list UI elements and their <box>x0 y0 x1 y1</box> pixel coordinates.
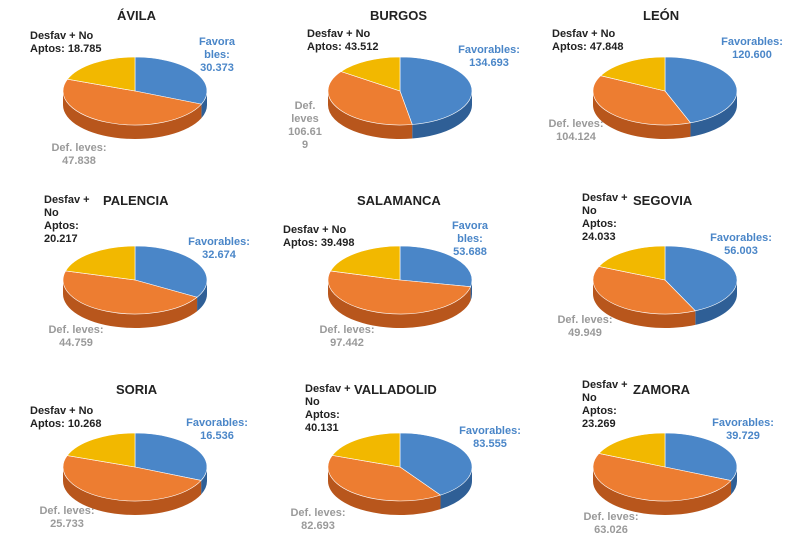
pie-slice-def-leves <box>62 78 202 126</box>
label-favorables: Favorables: 134.693 <box>458 44 520 69</box>
pie-slice-favorables <box>664 245 738 312</box>
pie-side-def-leves <box>328 91 413 139</box>
chart-title: PALENCIA <box>103 193 169 208</box>
pie-chart <box>592 56 738 139</box>
pie-slice-favorables <box>134 245 208 298</box>
pie-slice-favorables <box>664 56 738 124</box>
chart-title: LEÓN <box>643 8 680 23</box>
pie-slice-def-leves <box>592 266 696 315</box>
pie-side-favorables <box>197 280 207 312</box>
panel-soria: SORIA Desfav + No Aptos: 10.268 Favorabl… <box>0 375 262 555</box>
pie-side-def-leves <box>328 280 471 328</box>
label-desfav: Desfav + No Aptos: 39.498 <box>283 224 355 249</box>
pie-chart <box>62 56 208 139</box>
pie-slice-def-leves <box>592 75 692 126</box>
label-favorables: Favorables: 56.003 <box>710 232 772 257</box>
label-def-leves: Def. leves: 47.838 <box>51 142 107 167</box>
label-def-leves: Def. leves: 82.693 <box>290 507 346 532</box>
panel-burgos: BURGOS Desfav + No Aptos: 43.512 Favorab… <box>265 0 527 180</box>
pie-slice-def-leves <box>62 270 198 315</box>
label-def-leves: Def. leves: 25.733 <box>39 505 95 530</box>
pie-chart <box>592 432 738 515</box>
pie-side-favorables <box>440 467 472 510</box>
pie-side-def-leves <box>593 91 691 139</box>
panel-zamora: ZAMORA Desfav + No Aptos: 23.269 Favorab… <box>530 375 792 555</box>
pie-slice-favorables <box>399 245 473 288</box>
pie-slice-def-leves <box>327 270 472 315</box>
label-desfav: Desfav + No Aptos: 40.131 <box>305 383 351 434</box>
chart-title: VALLADOLID <box>354 382 437 397</box>
label-favorables: Favorables: 32.674 <box>188 236 250 261</box>
pie-slice-def-leves <box>62 455 202 502</box>
pie-chart <box>327 245 473 328</box>
label-def-leves: Def. leves: 63.026 <box>583 511 639 536</box>
chart-title: ÁVILA <box>117 8 156 23</box>
label-def-leves: Def. leves: 104.124 <box>548 118 604 143</box>
pie-slice-favorables <box>134 56 208 105</box>
label-def-leves: Def. leves: 49.949 <box>557 314 613 339</box>
pie-slice-def-leves <box>327 455 442 502</box>
pie-side-favorables <box>695 280 737 325</box>
label-desfav: Desfav + No Aptos: 24.033 <box>582 192 628 243</box>
pie-slice-favorables <box>664 432 738 481</box>
pie-slice-favorables <box>399 432 473 496</box>
pie-chart <box>327 56 473 139</box>
pie-slice-def-leves <box>327 71 413 126</box>
panel-palencia: PALENCIA Desfav + No Aptos: 20.217 Favor… <box>0 188 262 368</box>
pie-side-def-leves <box>62 280 198 328</box>
pie-slice-desfav-no-aptos <box>331 432 401 468</box>
chart-title: BURGOS <box>370 8 428 23</box>
pie-slice-desfav-no-aptos <box>66 432 136 468</box>
pie-side-def-leves <box>593 467 732 515</box>
chart-title: SALAMANCA <box>357 193 441 208</box>
pie-slice-favorables <box>399 56 473 125</box>
pie-slice-favorables <box>134 432 208 481</box>
panel-leon: LEÓN Desfav + No Aptos: 47.848 Favorable… <box>530 0 792 180</box>
label-desfav: Desfav + No Aptos: 10.268 <box>30 405 102 430</box>
pie-side-def-leves <box>593 280 696 328</box>
pie-side-def-leves <box>328 467 441 515</box>
pie-side-def-leves <box>63 467 202 515</box>
pie-slice-desfav-no-aptos <box>340 56 401 92</box>
pie-slice-desfav-no-aptos <box>598 432 666 468</box>
label-favorables: Favorables: 83.555 <box>459 425 521 450</box>
pie-side-favorables <box>690 91 737 137</box>
pie-chart <box>592 245 738 328</box>
panel-salamanca: SALAMANCA Desfav + No Aptos: 39.498 Favo… <box>265 188 527 368</box>
pie-slice-desfav-no-aptos <box>66 56 136 92</box>
pie-chart <box>327 432 473 515</box>
label-def-leves: Def. leves: 44.759 <box>48 324 104 349</box>
pie-side-favorables <box>470 280 472 301</box>
label-desfav: Desfav + No Aptos: 47.848 <box>552 28 624 53</box>
pie-slice-def-leves <box>592 453 732 502</box>
chart-title: SEGOVIA <box>633 193 693 208</box>
label-desfav: Desfav + No Aptos: 20.217 <box>44 194 90 245</box>
label-favorables: Favora bles: 30.373 <box>198 36 236 74</box>
panel-valladolid: VALLADOLID Desfav + No Aptos: 40.131 Fav… <box>265 375 527 555</box>
pie-side-favorables <box>412 91 472 139</box>
panel-segovia: SEGOVIA Desfav + No Aptos: 24.033 Favora… <box>530 188 792 368</box>
pie-slice-desfav-no-aptos <box>65 245 136 281</box>
panel-avila: ÁVILA Desfav + No Aptos: 18.785 Favora b… <box>0 0 262 180</box>
label-def-leves: Def. leves: 97.442 <box>319 324 375 349</box>
pie-chart <box>62 245 208 328</box>
label-desfav: Desfav + No Aptos: 18.785 <box>30 30 102 55</box>
chart-title: SORIA <box>116 382 158 397</box>
label-favorables: Favorables: 16.536 <box>186 417 248 442</box>
label-desfav: Desfav + No Aptos: 43.512 <box>307 28 379 53</box>
label-def-leves: Def. leves 106.61 9 <box>288 100 322 151</box>
label-desfav: Desfav + No Aptos: 23.269 <box>582 379 628 430</box>
label-favorables: Favorables: 120.600 <box>721 36 783 61</box>
label-favorables: Favorables: 39.729 <box>712 417 774 442</box>
pie-side-def-leves <box>63 91 202 139</box>
pie-chart <box>62 432 208 515</box>
pie-slice-desfav-no-aptos <box>330 245 401 281</box>
chart-title: ZAMORA <box>633 382 691 397</box>
pie-slice-desfav-no-aptos <box>598 245 666 281</box>
pie-slice-desfav-no-aptos <box>600 56 666 92</box>
label-favorables: Favora bles: 53.688 <box>451 220 489 258</box>
